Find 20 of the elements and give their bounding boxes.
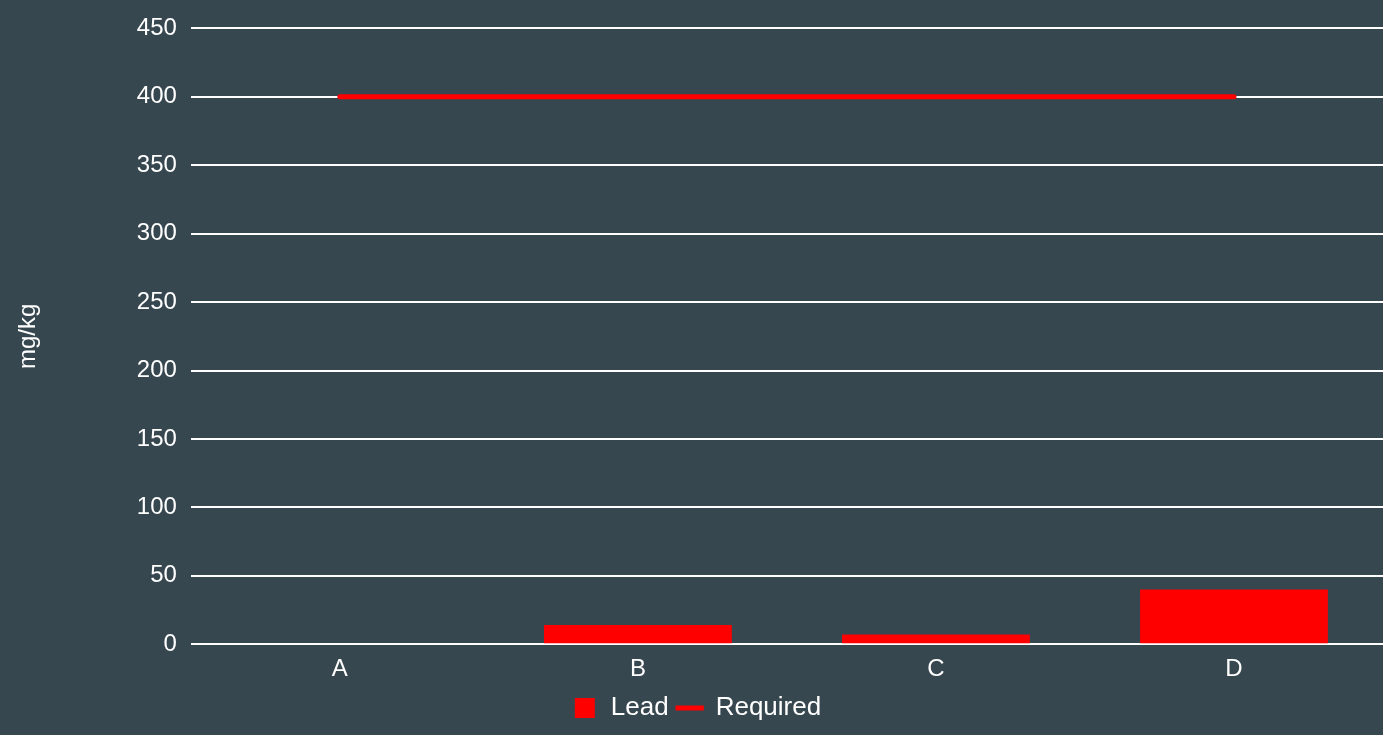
bar (544, 625, 732, 644)
y-axis-title: mg/kg (13, 303, 41, 369)
y-tick-label: 0 (163, 628, 177, 656)
x-tick-label: A (331, 654, 348, 682)
y-tick-label: 400 (136, 81, 177, 109)
y-tick-label: 250 (136, 286, 177, 314)
y-tick-label: 200 (136, 355, 177, 383)
x-tick-label: D (1225, 654, 1243, 682)
y-tick-label: 50 (150, 560, 177, 588)
x-tick-label: C (927, 654, 945, 682)
y-tick-label: 350 (136, 149, 177, 177)
bar (842, 634, 1030, 644)
y-tick-label: 100 (136, 491, 177, 519)
y-tick-label: 150 (136, 423, 177, 451)
legend-label: Required (715, 691, 822, 722)
legend-label: Lead (610, 691, 669, 722)
bar (1140, 589, 1328, 644)
y-tick-label: 450 (136, 13, 177, 41)
y-tick-label: 300 (136, 218, 177, 246)
x-tick-label: B (629, 654, 646, 682)
